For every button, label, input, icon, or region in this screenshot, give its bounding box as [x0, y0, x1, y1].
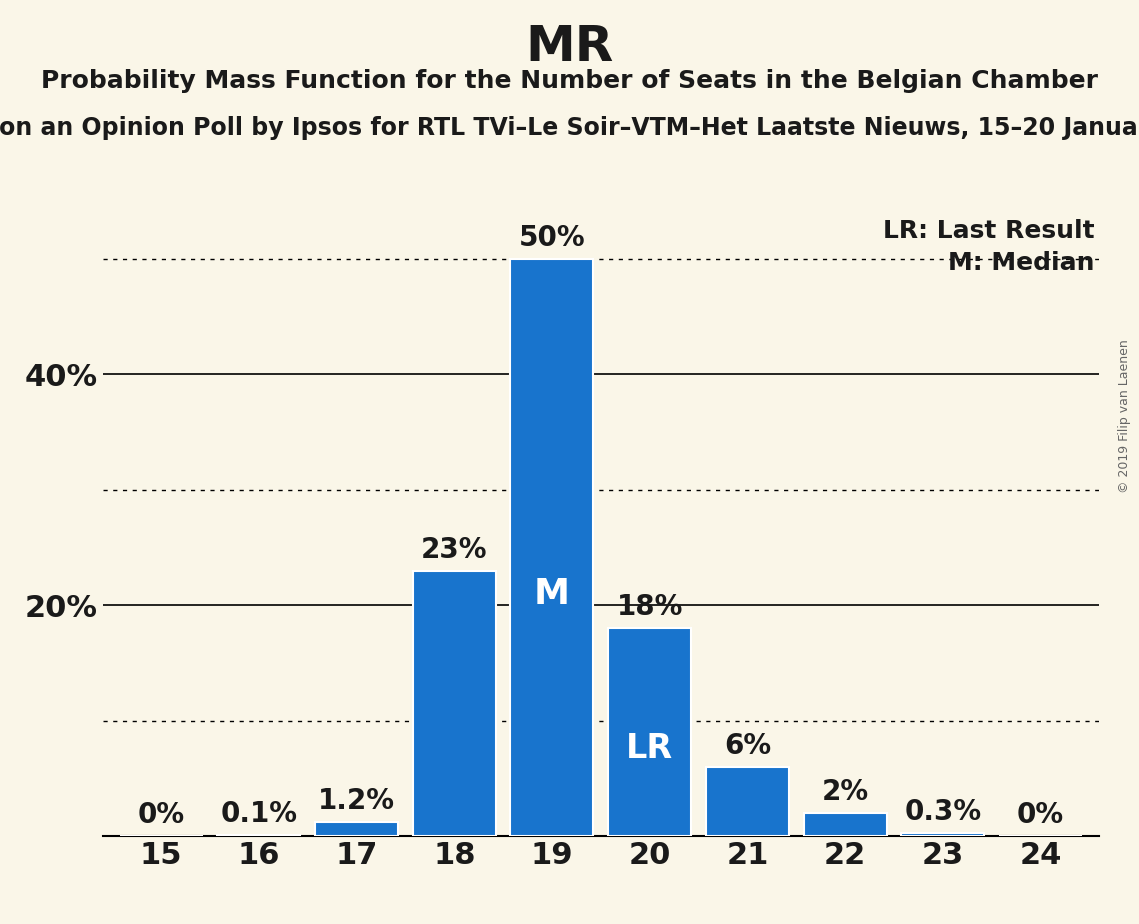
Text: 0%: 0%: [138, 801, 185, 830]
Text: Probability Mass Function for the Number of Seats in the Belgian Chamber: Probability Mass Function for the Number…: [41, 69, 1098, 93]
Text: 18%: 18%: [616, 593, 683, 621]
Text: 2%: 2%: [821, 778, 869, 806]
Text: 50%: 50%: [518, 224, 585, 251]
Bar: [316, 822, 398, 836]
Text: MR: MR: [525, 23, 614, 71]
Bar: [608, 628, 691, 836]
Text: 0.1%: 0.1%: [220, 800, 297, 828]
Text: M: Median: M: Median: [948, 250, 1095, 274]
Text: LR: LR: [626, 733, 673, 765]
Text: LR: Last Result: LR: Last Result: [883, 218, 1095, 242]
Bar: [901, 833, 984, 836]
Text: 23%: 23%: [421, 536, 487, 564]
Bar: [706, 767, 789, 836]
Text: 1.2%: 1.2%: [318, 787, 395, 816]
Text: d on an Opinion Poll by Ipsos for RTL TVi–Le Soir–VTM–Het Laatste Nieuws, 15–20 : d on an Opinion Poll by Ipsos for RTL TV…: [0, 116, 1139, 140]
Text: 0.3%: 0.3%: [904, 797, 982, 826]
Text: M: M: [534, 577, 570, 611]
Bar: [510, 259, 593, 836]
Bar: [218, 835, 301, 836]
Text: 0%: 0%: [1017, 801, 1064, 830]
Text: © 2019 Filip van Laenen: © 2019 Filip van Laenen: [1118, 339, 1131, 492]
Text: 6%: 6%: [723, 732, 771, 760]
Bar: [412, 570, 495, 836]
Bar: [804, 813, 886, 836]
